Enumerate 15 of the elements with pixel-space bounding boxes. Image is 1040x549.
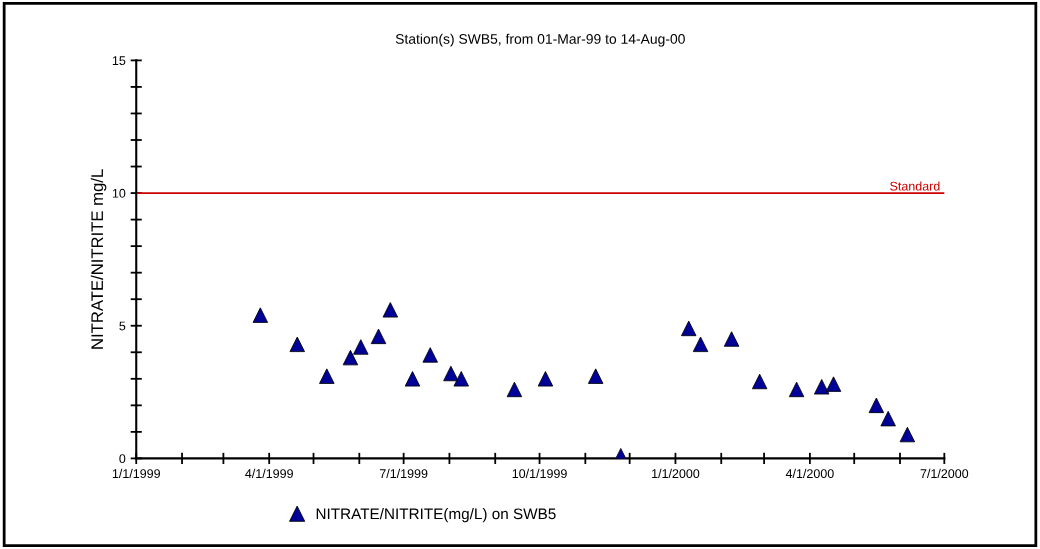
x-tick-label: 4/1/2000 <box>785 468 834 479</box>
x-tick-label: 1/1/1999 <box>112 468 160 479</box>
y-tick-label: 5 <box>119 321 126 331</box>
ref-line-label: Standard <box>890 181 940 191</box>
x-tick-label: 1/1/2000 <box>652 468 700 479</box>
y-axis-title: NITRATE/NITRITE mg/L <box>90 169 107 349</box>
x-tick-label: 4/1/1999 <box>245 468 293 479</box>
x-tick-label: 7/1/1999 <box>379 468 428 479</box>
x-tick-label: 7/1/2000 <box>920 468 969 479</box>
chart-title: Station(s) SWB5, from 01-Mar-99 to 14-Aug-00 <box>395 33 685 47</box>
y-tick-label: 10 <box>112 188 126 198</box>
legend-label: NITRATE/NITRITE(mg/L) on SWB5 <box>316 507 556 523</box>
y-tick-label: 15 <box>112 56 126 66</box>
x-tick-label: 10/1/1999 <box>512 468 567 479</box>
y-tick-label: 0 <box>119 454 126 464</box>
